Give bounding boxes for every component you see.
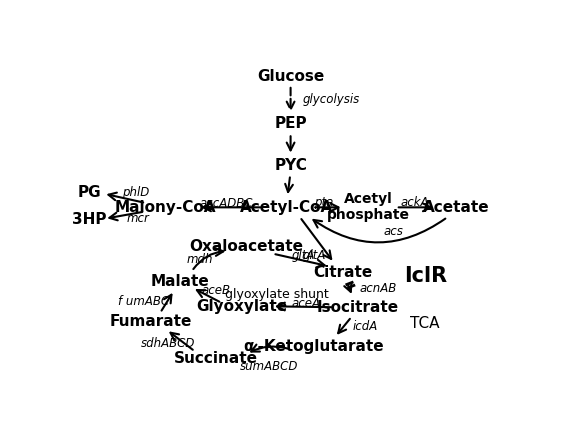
Text: aceA: aceA (291, 297, 320, 311)
Text: Acetate: Acetate (423, 200, 489, 215)
Text: 3HP: 3HP (72, 212, 107, 227)
Text: pta: pta (314, 196, 333, 210)
Text: aceB: aceB (201, 284, 230, 297)
Text: gltA: gltA (303, 249, 327, 262)
Text: Acetyl-CoA: Acetyl-CoA (240, 200, 333, 215)
Text: ackA: ackA (400, 196, 429, 210)
Text: glyoxylate shunt: glyoxylate shunt (225, 288, 328, 301)
Text: α -Ketoglutarate: α -Ketoglutarate (244, 339, 383, 354)
Text: accADBC: accADBC (200, 197, 253, 210)
Text: acs: acs (383, 225, 403, 238)
Text: sdhABCD: sdhABCD (141, 337, 196, 350)
Text: Glucose: Glucose (257, 69, 324, 84)
Text: Malate: Malate (150, 273, 209, 288)
Text: PEP: PEP (274, 116, 307, 131)
Text: TCA: TCA (410, 316, 439, 331)
Text: icdA: icdA (353, 320, 378, 333)
Text: phlD: phlD (122, 186, 149, 199)
Text: f umABC: f umABC (118, 295, 169, 308)
Text: sumABCD: sumABCD (239, 360, 298, 373)
Text: PG: PG (78, 185, 101, 200)
Text: mdh: mdh (187, 253, 213, 266)
Text: Glyoxylate: Glyoxylate (197, 299, 288, 314)
Text: mcr: mcr (126, 213, 149, 225)
Text: Malony-CoA: Malony-CoA (115, 200, 216, 215)
Text: PYC: PYC (274, 158, 307, 172)
Text: glycolysis: glycolysis (302, 93, 359, 106)
Text: Isocitrate: Isocitrate (316, 300, 399, 315)
Text: Acetyl
phosphate: Acetyl phosphate (327, 192, 411, 222)
Text: Oxaloacetate: Oxaloacetate (189, 239, 303, 254)
Text: gltA: gltA (291, 249, 315, 262)
Text: acnAB: acnAB (360, 282, 397, 295)
Text: Fumarate: Fumarate (110, 315, 192, 330)
Text: Citrate: Citrate (314, 264, 373, 280)
Text: IclR: IclR (404, 265, 447, 286)
Text: Succinate: Succinate (174, 351, 258, 366)
